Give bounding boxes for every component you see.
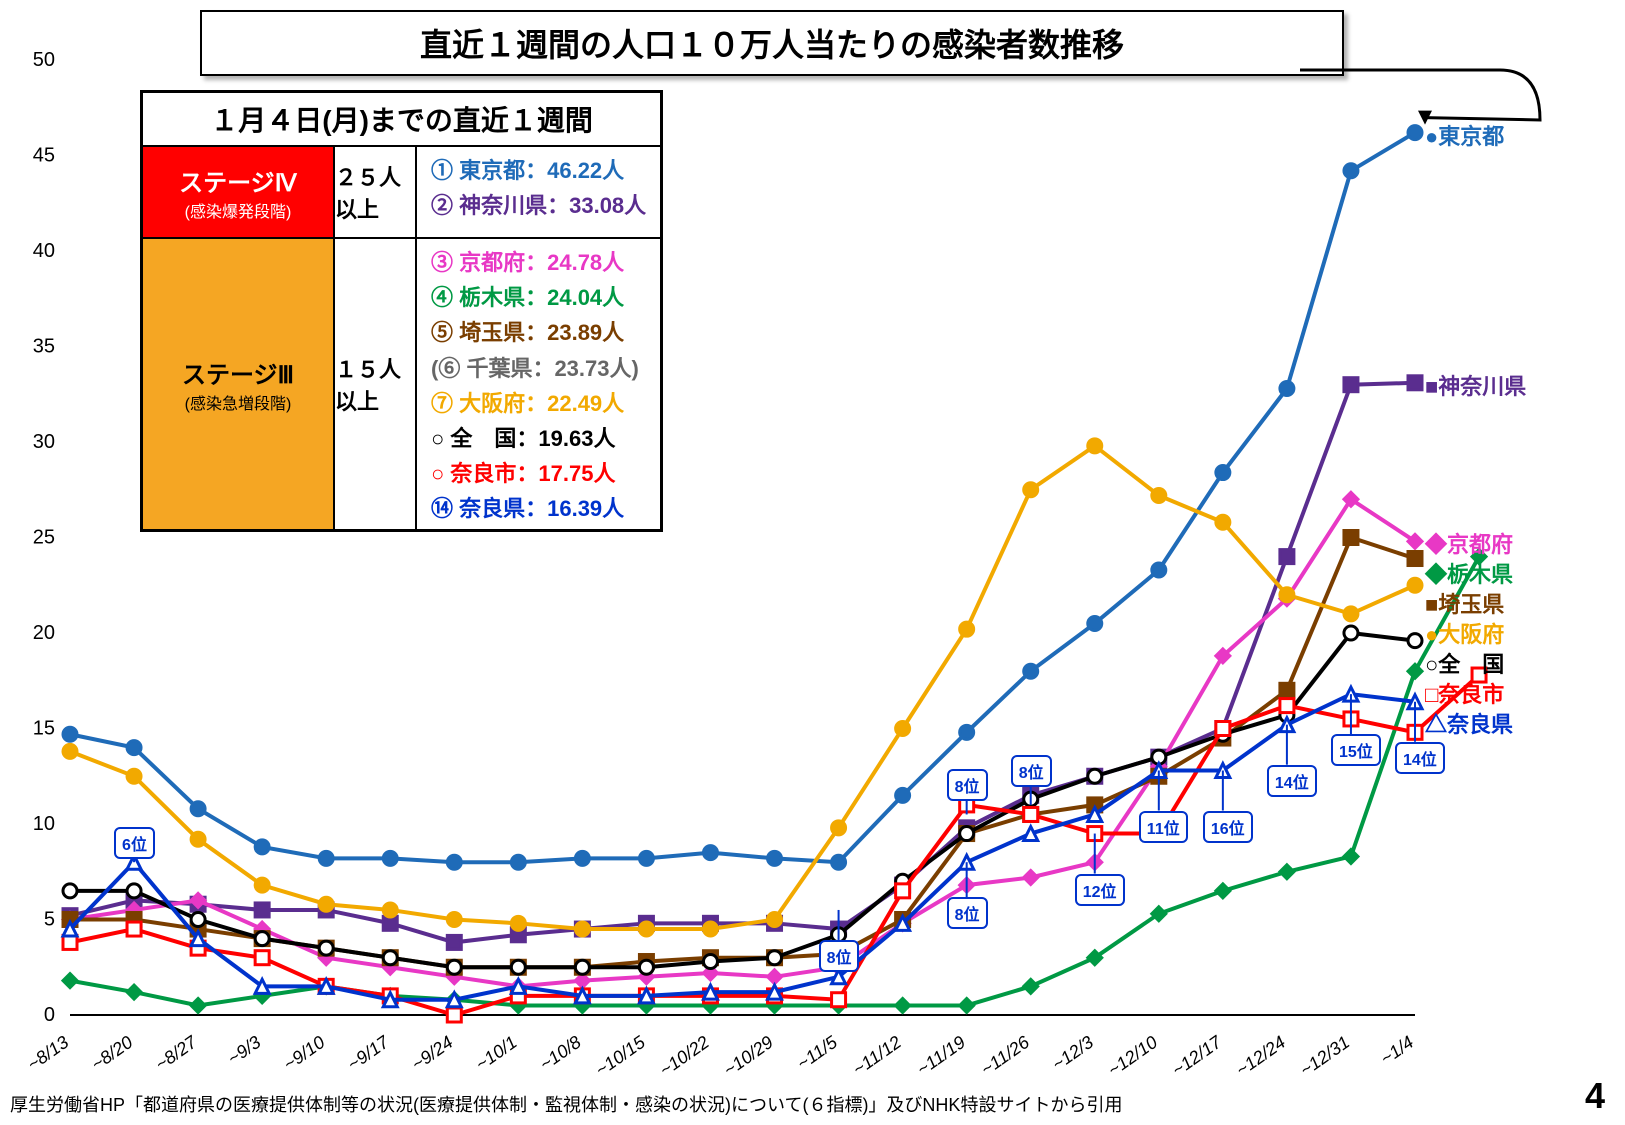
- svg-text:~10/1: ~10/1: [472, 1032, 521, 1075]
- svg-text:~12/31: ~12/31: [1296, 1032, 1353, 1080]
- series-label: ●東京都: [1425, 119, 1504, 151]
- rank-callout: 8位: [947, 769, 988, 801]
- svg-text:~1/4: ~1/4: [1377, 1032, 1418, 1069]
- svg-text:0: 0: [44, 1004, 55, 1026]
- svg-text:~11/12: ~11/12: [849, 1032, 905, 1079]
- svg-text:45: 45: [33, 145, 55, 167]
- summary-header: １月４日(月)までの直近１週間: [143, 93, 660, 147]
- rank-callout: 8位: [947, 897, 988, 929]
- threshold-25: ２５人 以上: [335, 147, 417, 239]
- svg-text:~9/24: ~9/24: [408, 1032, 457, 1075]
- summary-table: １月４日(月)までの直近１週間 ステージⅣ (感染爆発段階) ステージⅢ (感染…: [140, 90, 663, 532]
- page-number: 4: [1585, 1075, 1605, 1117]
- rank-callout: 11位: [1139, 811, 1188, 843]
- svg-text:~11/5: ~11/5: [793, 1031, 841, 1073]
- svg-text:~10/8: ~10/8: [536, 1032, 585, 1075]
- svg-text:~8/13: ~8/13: [24, 1032, 73, 1075]
- svg-text:5: 5: [44, 909, 55, 931]
- rank-callout: 8位: [1011, 755, 1052, 787]
- svg-text:~10/22: ~10/22: [656, 1032, 713, 1080]
- svg-text:~12/17: ~12/17: [1168, 1031, 1226, 1080]
- rank-callout: 14位: [1395, 742, 1445, 774]
- rank-callout: 16位: [1203, 811, 1253, 843]
- svg-text:50: 50: [33, 49, 55, 71]
- svg-text:~10/15: ~10/15: [592, 1031, 650, 1080]
- ranks-stage4: ① 東京都：46.22人② 神奈川県：33.08人: [417, 147, 660, 239]
- series-label: ○全 国: [1425, 647, 1504, 679]
- svg-text:~10/29: ~10/29: [720, 1032, 777, 1080]
- svg-text:25: 25: [33, 527, 55, 549]
- svg-text:20: 20: [33, 622, 55, 644]
- ranks-stage3: ③ 京都府：24.78人④ 栃木県：24.04人⑤ 埼玉県：23.89人(⑥ 千…: [417, 239, 660, 529]
- series-label: ●大阪府: [1425, 617, 1504, 649]
- svg-text:10: 10: [33, 813, 55, 835]
- rank-callout: 14位: [1267, 765, 1317, 797]
- svg-text:30: 30: [33, 431, 55, 453]
- rank-callout: 15位: [1331, 734, 1381, 766]
- rank-callout: 12位: [1075, 874, 1125, 906]
- svg-text:~12/10: ~12/10: [1104, 1032, 1161, 1080]
- stage4-cell: ステージⅣ (感染爆発段階): [143, 147, 335, 239]
- svg-text:~8/27: ~8/27: [152, 1031, 202, 1074]
- series-label: ■埼玉県: [1425, 587, 1504, 619]
- source-text: 厚生労働省HP「都道府県の医療提供体制等の状況(医療提供体制・監視体制・感染の状…: [10, 1091, 1122, 1117]
- svg-text:~11/19: ~11/19: [913, 1032, 969, 1079]
- svg-text:~8/20: ~8/20: [88, 1032, 137, 1075]
- rank-callout: 6位: [114, 827, 155, 859]
- svg-text:~9/3: ~9/3: [224, 1032, 265, 1069]
- svg-text:35: 35: [33, 336, 55, 358]
- series-label: ◆京都府: [1425, 527, 1513, 559]
- svg-text:~9/17: ~9/17: [344, 1031, 394, 1074]
- svg-text:~11/26: ~11/26: [977, 1031, 1034, 1079]
- svg-text:~12/24: ~12/24: [1232, 1032, 1289, 1080]
- svg-text:~9/10: ~9/10: [280, 1032, 329, 1075]
- rank-callout: 8位: [819, 940, 860, 972]
- series-label: ■神奈川県: [1425, 369, 1526, 401]
- svg-text:15: 15: [33, 718, 55, 740]
- series-label: ◆栃木県: [1425, 557, 1513, 589]
- stage3-cell: ステージⅢ (感染急増段階): [143, 239, 335, 529]
- series-label: △奈良県: [1425, 707, 1513, 739]
- series-label: □奈良市: [1425, 677, 1504, 709]
- threshold-15: １５人 以上: [335, 239, 417, 529]
- svg-text:~12/3: ~12/3: [1048, 1032, 1097, 1075]
- svg-text:40: 40: [33, 240, 55, 262]
